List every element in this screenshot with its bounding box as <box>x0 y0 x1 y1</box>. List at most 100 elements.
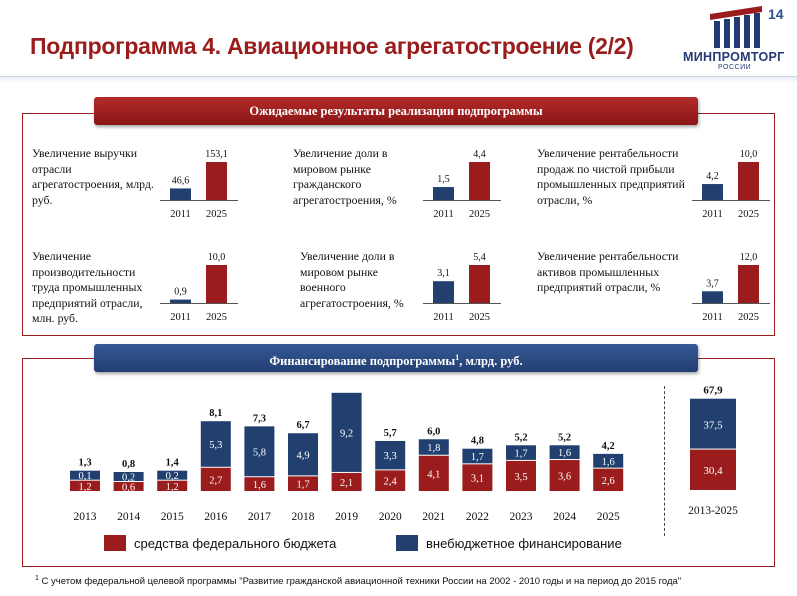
total-bar-federal <box>690 449 736 490</box>
bar-federal <box>462 464 493 491</box>
bar-extra <box>593 453 624 468</box>
label-total: 8,1 <box>209 408 222 419</box>
label-federal: 3,5 <box>514 472 527 483</box>
label-year: 2015 <box>161 511 184 523</box>
indicator-label-revenue: Увеличение выручки отрасли агрегатострое… <box>32 146 154 207</box>
indicator-value-label: 5,4 <box>473 252 486 263</box>
indicator-bar <box>433 281 454 303</box>
label-federal: 3,6 <box>558 472 571 483</box>
label-extra: 0,1 <box>78 471 91 482</box>
bar-federal <box>375 470 406 491</box>
indicator-year-label: 2011 <box>170 312 191 323</box>
label-extra: 0,2 <box>166 471 179 482</box>
bar-federal <box>593 468 624 491</box>
indicator-value-label: 153,1 <box>205 149 228 160</box>
bar-federal <box>331 472 362 491</box>
indicator-chart-sales-profitability: 4,2 2011 10,0 2025 <box>692 149 770 220</box>
label-federal: 0,6 <box>122 483 135 494</box>
indicator-year-label: 2011 <box>702 209 723 220</box>
total-label-federal: 30,4 <box>703 465 723 477</box>
indicator-bar <box>738 162 759 200</box>
label-total: 4,2 <box>602 441 615 452</box>
legend-federal-label: средства федерального бюджета <box>134 536 337 551</box>
indicator-year-label: 2025 <box>469 312 490 323</box>
bar-extra <box>200 421 231 467</box>
chart-divider <box>664 386 665 536</box>
indicator-bar <box>206 162 227 200</box>
indicator-value-label: 4,4 <box>473 149 486 160</box>
header-divider <box>0 76 797 83</box>
bar-federal <box>113 482 144 491</box>
footnote-mark: 1 <box>35 575 39 582</box>
page-title: Подпрограмма 4. Авиационное агрегатостро… <box>30 33 634 59</box>
indicator-value-label: 4,2 <box>706 171 719 182</box>
label-federal: 1,2 <box>166 482 179 493</box>
financing-banner-title: Финансирование подпрограммы <box>269 354 456 369</box>
footnote-text: С учетом федеральной целевой программы "… <box>41 576 682 588</box>
results-banner: Ожидаемые результаты реализации подпрогр… <box>94 97 698 125</box>
indicator-bar <box>469 162 490 200</box>
indicator-bar <box>433 187 454 200</box>
logo-name: МИНПРОМТОРГ <box>683 50 785 64</box>
indicator-chart-revenue: 46,6 2011 153,1 2025 <box>160 149 238 220</box>
label-extra: 4,9 <box>296 450 309 461</box>
indicator-year-label: 2011 <box>433 209 454 220</box>
indicator-year-label: 2025 <box>206 209 227 220</box>
label-year: 2024 <box>553 511 576 523</box>
logo-subtitle: РОССИИ <box>718 64 752 71</box>
indicator-label-civil-share: Увеличение доли в мировом рынке гражданс… <box>293 146 397 207</box>
bar-extra <box>331 392 362 472</box>
label-year: 2014 <box>117 511 140 523</box>
label-federal: 2,6 <box>602 476 615 487</box>
label-federal: 2,4 <box>384 477 398 488</box>
indicator-bar <box>738 265 759 303</box>
label-extra: 0,2 <box>122 473 135 484</box>
label-total: 1,4 <box>166 458 180 469</box>
indicator-year-label: 2025 <box>738 312 759 323</box>
financing-footnote-ref: 1 <box>455 353 460 362</box>
indicator-value-label: 46,6 <box>172 175 190 186</box>
indicator-value-label: 10,0 <box>208 252 226 263</box>
total-label-period: 2013-2025 <box>688 505 738 517</box>
indicator-label-asset-profitability: Увеличение рентабельности активов промыш… <box>537 249 679 295</box>
label-extra: 9,2 <box>340 428 353 439</box>
label-federal: 1,6 <box>253 480 266 491</box>
indicator-bar <box>206 265 227 303</box>
label-total: 7,3 <box>253 413 266 424</box>
label-year: 2023 <box>510 511 533 523</box>
label-federal: 1,2 <box>78 482 91 493</box>
label-total: 5,2 <box>514 432 527 443</box>
label-year: 2020 <box>379 511 402 523</box>
indicator-chart-civil-share: 1,5 2011 4,4 2025 <box>423 149 501 220</box>
label-federal: 2,7 <box>209 475 222 486</box>
label-total: 4,8 <box>471 436 484 447</box>
indicator-bar <box>170 188 191 200</box>
label-total: 0,8 <box>122 459 135 470</box>
bar-federal <box>244 477 275 491</box>
label-total: 11,3 <box>338 390 356 391</box>
label-year: 2013 <box>74 511 97 523</box>
legend-extra-label: внебюджетное финансирование <box>426 536 622 551</box>
bar-federal <box>157 480 188 491</box>
indicator-value-label: 12,0 <box>740 252 758 263</box>
page-number: 14 <box>768 6 784 22</box>
indicator-label-military-share: Увеличение доли в мировом рынке военного… <box>300 249 404 310</box>
indicator-year-label: 2011 <box>433 312 454 323</box>
bar-federal <box>549 460 580 491</box>
bar-federal <box>200 467 231 491</box>
label-extra: 3,3 <box>384 451 397 462</box>
label-year: 2016 <box>204 511 227 523</box>
indicator-year-label: 2025 <box>206 312 227 323</box>
legend-federal-swatch <box>104 535 126 551</box>
label-federal: 1,7 <box>296 480 309 491</box>
indicator-year-label: 2025 <box>469 209 490 220</box>
indicator-year-label: 2011 <box>702 312 723 323</box>
bar-federal <box>418 455 449 491</box>
label-extra: 5,3 <box>209 440 222 451</box>
bar-federal <box>288 476 318 491</box>
indicator-label-productivity: Увеличение производительности труда пром… <box>32 249 143 326</box>
bar-extra <box>418 439 449 455</box>
indicator-bar <box>702 184 723 200</box>
label-total: 6,0 <box>427 426 440 437</box>
indicator-year-label: 2011 <box>170 209 191 220</box>
